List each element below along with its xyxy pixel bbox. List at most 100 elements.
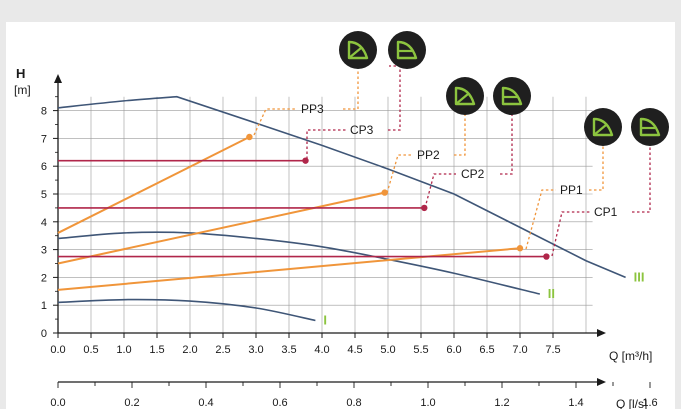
leader-cp1 (551, 211, 590, 257)
y-tick-label: 2 (41, 272, 47, 284)
y-tick-label: 0 (41, 328, 47, 340)
leader-cp3-to-badge (388, 65, 401, 131)
ls-tick-label: 0.0 (50, 397, 65, 409)
badge-pp3 (339, 31, 377, 69)
ls-tick-label: 0.2 (124, 397, 139, 409)
badge-cp1 (631, 108, 669, 146)
constant-pressure-icon (501, 86, 523, 106)
speed-label-i: I (323, 312, 327, 327)
x-axis-arrow (597, 329, 606, 337)
ls-axis-arrow (597, 378, 606, 386)
speed-label-iii: III (634, 269, 645, 284)
y-tick-label: 7 (41, 133, 47, 145)
grid (58, 96, 593, 333)
proportional-pressure-icon (347, 40, 369, 60)
leader-pp1 (525, 189, 556, 250)
point-cp1 (543, 253, 550, 260)
ls-axis-ticks: 0.00.20.40.60.81.01.21.41.61.82.02.2 (50, 382, 658, 409)
leader-cp2 (424, 173, 456, 209)
x-tick-label: 5.5 (413, 344, 428, 356)
x-tick-label: 0.5 (83, 344, 98, 356)
mode-label-cp1: CP1 (594, 205, 618, 219)
y-tick-label: 8 (41, 106, 47, 118)
x-tick-label: 2.5 (215, 344, 230, 356)
line-pp2 (57, 191, 385, 265)
proportional-pressure-icon (592, 117, 614, 137)
speed-curve-i (57, 298, 316, 322)
mode-label-cp3: CP3 (350, 123, 374, 137)
ls-tick-label: 1.2 (494, 397, 509, 409)
y-tick-label: 6 (41, 161, 47, 173)
icon-slope-line (455, 93, 469, 105)
point-cp3 (302, 157, 309, 164)
x-tick-label: 5.0 (380, 344, 395, 356)
x-tick-label: 3.0 (248, 344, 263, 356)
x-tick-label: 4.0 (314, 344, 329, 356)
x-tick-label: 4.5 (347, 344, 362, 356)
speed-label-ii: II (548, 286, 555, 301)
y-tick-label: 5 (41, 189, 47, 201)
point-pp1 (516, 245, 524, 252)
mode-label-cp2: CP2 (461, 167, 485, 181)
mode-badges (339, 31, 669, 146)
icon-arc-outline (639, 117, 661, 137)
x-tick-label: 1.5 (149, 344, 164, 356)
icon-arc-outline (592, 117, 614, 137)
line-pp3 (57, 136, 250, 234)
x-axis-label: Q [m³/h] (609, 349, 652, 363)
point-cp2 (421, 204, 428, 212)
y-axis-unit: [m] (14, 83, 31, 97)
mode-label-pp1: PP1 (560, 183, 583, 197)
badge-cp2 (493, 77, 531, 115)
speed-curve-iii (57, 95, 626, 279)
speed-curve-ii (57, 231, 540, 295)
badge-cp3 (388, 31, 426, 69)
ls-tick-label: 1.6 (642, 397, 657, 409)
leader-pp1-to-badge (589, 145, 604, 191)
ls-axis-label: Q [l/s] (616, 397, 647, 409)
leader-cp3 (306, 129, 346, 159)
badge-pp2 (446, 77, 484, 115)
x-tick-label: 7.5 (545, 344, 560, 356)
leader-cp2-to-badge (500, 114, 513, 175)
proportional-pressure-icon (454, 86, 476, 106)
leader-cp1-to-badge (632, 145, 651, 213)
x-tick-label: 0.0 (50, 344, 65, 356)
point-pp3 (246, 133, 253, 141)
pump-performance-chart: 0.0 0.5 1.0 1.5 2.0 2.5 3.0 3.5 4.0 4.5 5.0 5.5 6.0 6… (6, 22, 675, 409)
icon-arc-outline (347, 40, 369, 60)
ls-tick-label: 1.0 (420, 397, 435, 409)
control-mode-lines (57, 133, 550, 291)
y-tick-label: 3 (41, 245, 47, 257)
y-axis-ticks: 0 1 2 3 4 5 6 7 8 (41, 96, 58, 340)
ls-tick-label: 0.4 (198, 397, 213, 409)
badge-pp1 (584, 108, 622, 146)
y-axis-arrow (54, 74, 62, 83)
x-tick-label: 2.0 (182, 344, 197, 356)
icon-arc-outline (454, 86, 476, 106)
ls-tick-label: 0.8 (346, 397, 361, 409)
constant-pressure-icon (396, 40, 418, 60)
leader-pp2-to-badge (454, 114, 466, 156)
y-tick-label: 4 (41, 217, 47, 229)
icon-arc-outline (396, 40, 418, 60)
y-tick-label: 1 (41, 300, 47, 312)
x-axis-ticks: 0.0 0.5 1.0 1.5 2.0 2.5 3.0 3.5 4.0 4.5 5.0 5.5 6.0 6… (50, 333, 561, 356)
leader-lines: PP3 CP3 PP2 CP2 PP1 CP1 (253, 65, 651, 257)
leader-pp3-to-badge (343, 69, 359, 110)
chart-svg: 0.0 0.5 1.0 1.5 2.0 2.5 3.0 3.5 4.0 4.5 5.0 5.5 6.0 6… (14, 31, 669, 409)
x-tick-label: 7.0 (512, 344, 527, 356)
leader-pp3 (253, 108, 296, 136)
mode-label-pp2: PP2 (417, 148, 440, 162)
axes (54, 74, 606, 386)
icon-slope-line (348, 47, 362, 59)
y-axis-symbol: H (16, 66, 25, 81)
constant-pressure-icon (639, 117, 661, 137)
mode-label-pp3: PP3 (301, 102, 324, 116)
x-tick-label: 6.0 (446, 344, 461, 356)
point-pp2 (381, 189, 388, 196)
icon-arc-outline (501, 86, 523, 106)
x-tick-label: 1.0 (116, 344, 131, 356)
x-tick-label: 6.5 (479, 344, 494, 356)
